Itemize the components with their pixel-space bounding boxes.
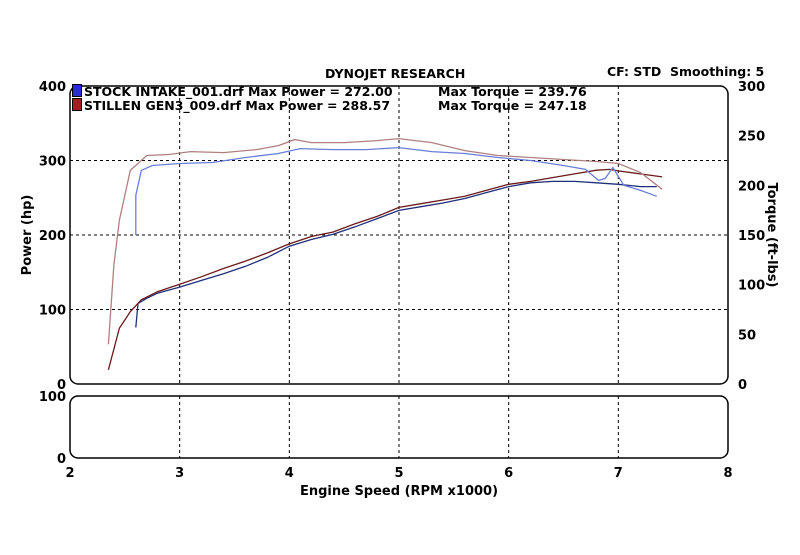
legend-power-stillen: Max Power = 288.57 [245, 98, 391, 113]
legend-swatch-stillen [72, 98, 82, 111]
x-tick-label: 6 [504, 466, 513, 481]
plot-frames [69, 85, 729, 459]
y-axis-label-left: Power (hp) [20, 195, 35, 276]
y-tick-label: 400 [39, 80, 66, 95]
x-tick-label: 5 [394, 466, 403, 481]
y2-tick-label: 200 [738, 179, 765, 194]
main-plot-frame [69, 85, 729, 385]
y-tick-label: 200 [39, 229, 66, 244]
sub-plot-frame [69, 395, 729, 459]
y2-tick-label: 300 [738, 80, 765, 95]
legend-power-stock: Max Power = 272.00 [247, 84, 393, 99]
y2-tick-label: 100 [738, 279, 765, 294]
legend-torque-stock: Max Torque = 239.76 [438, 84, 587, 99]
legend-torque-stillen: Max Torque = 247.18 [438, 98, 587, 113]
y-tick-label: 300 [39, 155, 66, 170]
torque-line-stock [135, 146, 657, 235]
x-tick-label: 4 [285, 466, 294, 481]
series-lines [107, 137, 663, 370]
sub-y-tick-label: 0 [57, 452, 66, 467]
legend-file-stock: STOCK INTAKE_001.drf [84, 84, 244, 99]
power-line-stock [135, 180, 657, 328]
x-tick-label: 3 [175, 466, 184, 481]
y2-tick-label: 150 [738, 229, 765, 244]
y-tick-label: 0 [57, 378, 66, 393]
y-tick-label: 100 [39, 304, 66, 319]
chart-title: DYNOJET RESEARCH [325, 66, 466, 81]
sub-y-tick-label: 100 [39, 390, 66, 405]
y-axis-label-right: Torque (ft-lbs) [764, 182, 779, 287]
x-tick-label: 7 [614, 466, 623, 481]
legend-swatch-stock [72, 84, 82, 97]
y2-tick-label: 0 [738, 378, 747, 393]
legend-entry-stillen: STILLEN GEN3_009.drf Max Power = 288.57 [72, 98, 390, 113]
x-tick-label: 2 [65, 466, 74, 481]
y2-tick-label: 250 [738, 130, 765, 145]
power-line-stillen [107, 168, 663, 370]
x-axis-label: Engine Speed (RPM x1000) [300, 484, 498, 499]
grid-lines [70, 86, 728, 458]
y2-tick-label: 50 [738, 328, 756, 343]
torque-line-stillen [107, 137, 663, 345]
legend-entry-stock: STOCK INTAKE_001.drf Max Power = 272.00 [72, 84, 393, 99]
x-tick-label: 8 [723, 466, 732, 481]
settings-readout: CF: STD Smoothing: 5 [607, 64, 765, 79]
legend-file-stillen: STILLEN GEN3_009.drf [84, 98, 242, 113]
